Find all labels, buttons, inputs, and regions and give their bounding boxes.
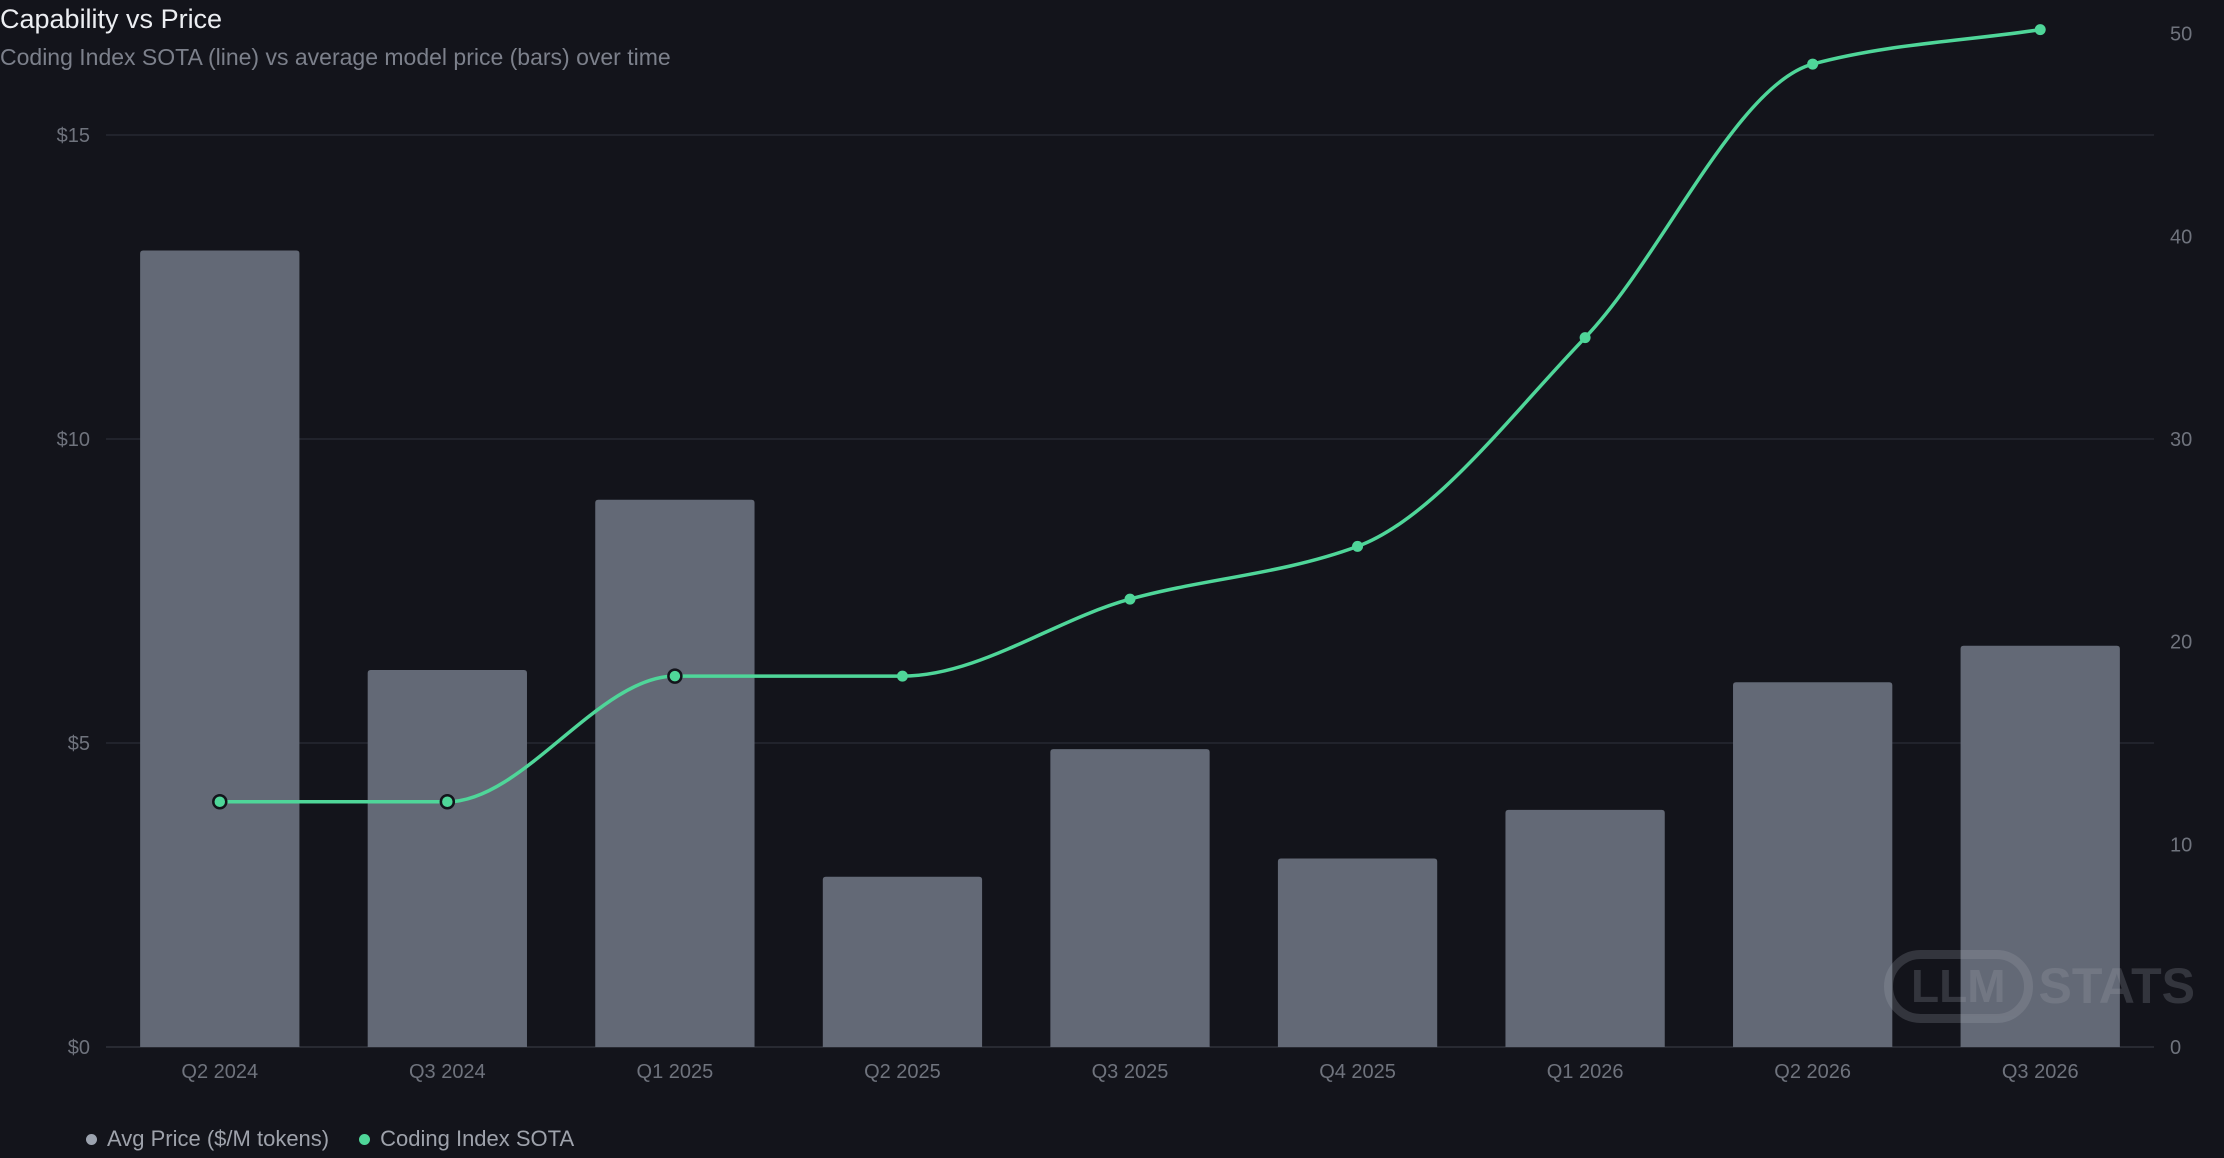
price-bar — [1733, 682, 1893, 1047]
x-tick-label: Q3 2024 — [409, 1061, 486, 1083]
y-left-tick-label: $5 — [68, 733, 90, 755]
y-right-tick-label: 50 — [2170, 24, 2192, 46]
sota-point — [439, 794, 456, 810]
price-bar — [1050, 749, 1210, 1047]
sota-point — [1579, 332, 1591, 344]
sota-point — [212, 794, 228, 810]
y-right-tick-label: 30 — [2170, 429, 2192, 451]
y-left-tick-label: $0 — [68, 1037, 90, 1059]
price-bar — [367, 670, 527, 1047]
price-bars — [140, 250, 2120, 1047]
y-right-tick-label: 20 — [2170, 632, 2192, 654]
price-bar — [1277, 858, 1438, 1047]
x-tick-label: Q2 2024 — [181, 1061, 258, 1083]
x-tick-label: Q4 2025 — [1319, 1061, 1396, 1083]
x-tick-label: Q2 2025 — [864, 1061, 941, 1083]
legend-dot-avg-price — [86, 1133, 97, 1145]
y-left-tick-label: $10 — [57, 429, 90, 451]
y-right-tick-label: 10 — [2170, 834, 2192, 856]
sota-point — [896, 670, 908, 682]
x-tick-label: Q3 2026 — [2002, 1061, 2079, 1083]
sota-point — [1807, 58, 1819, 70]
legend-item-avg-price[interactable]: Avg Price ($/M tokens) — [86, 1126, 329, 1152]
sota-point — [1352, 540, 1364, 552]
sota-point — [667, 668, 683, 684]
y-right-tick-label: 40 — [2170, 226, 2192, 248]
chart-title: Capability vs Price — [0, 4, 223, 34]
price-bar — [1505, 809, 1665, 1047]
x-tick-label: Q3 2025 — [1092, 1061, 1169, 1083]
price-bar — [595, 499, 755, 1047]
legend-item-coding-index[interactable]: Coding Index SOTA — [359, 1126, 574, 1152]
x-tick-label: Q1 2025 — [637, 1061, 714, 1083]
legend-dot-coding-index — [359, 1133, 371, 1145]
price-bar — [822, 876, 983, 1047]
chart-subtitle: Coding Index SOTA (line) vs average mode… — [0, 44, 671, 70]
x-tick-label: Q1 2026 — [1547, 1061, 1624, 1083]
legend-label-avg-price: Avg Price ($/M tokens) — [107, 1126, 330, 1151]
y-right-tick-label: 0 — [2170, 1037, 2181, 1059]
sota-point — [2034, 24, 2046, 36]
price-bar — [140, 250, 300, 1047]
sota-line-path — [219, 27, 2041, 804]
price-bar — [1960, 645, 2120, 1047]
sota-point — [1124, 593, 1136, 605]
chart-legend: Avg Price ($/M tokens) Coding Index SOTA — [86, 1126, 574, 1152]
sota-line — [212, 24, 2046, 810]
x-tick-label: Q2 2026 — [1774, 1061, 1851, 1083]
y-left-tick-label: $15 — [57, 125, 90, 147]
legend-label-coding-index: Coding Index SOTA — [380, 1126, 575, 1151]
